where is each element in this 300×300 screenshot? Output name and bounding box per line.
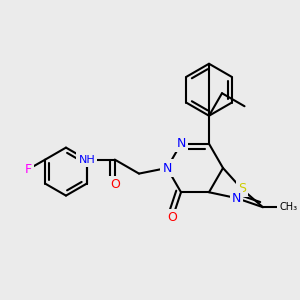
Text: F: F xyxy=(25,163,32,176)
Text: NH: NH xyxy=(78,154,95,165)
Text: S: S xyxy=(238,182,246,195)
Text: N: N xyxy=(162,161,172,175)
Text: CH₃: CH₃ xyxy=(279,202,297,212)
Text: O: O xyxy=(110,178,120,191)
Text: N: N xyxy=(232,192,241,205)
Text: O: O xyxy=(168,211,178,224)
Text: N: N xyxy=(176,137,186,150)
